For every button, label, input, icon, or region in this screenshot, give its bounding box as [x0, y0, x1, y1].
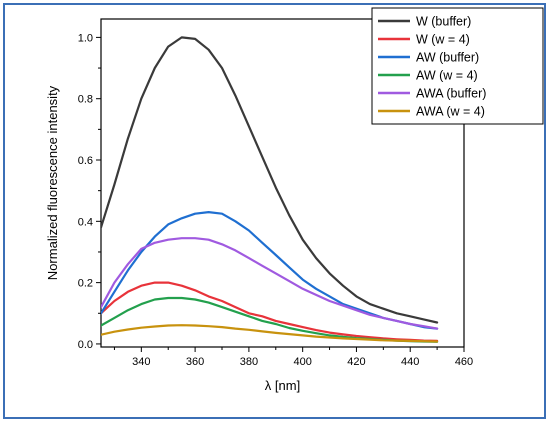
y-tick-label: 0.6	[78, 155, 93, 167]
legend-label: AWA (w = 4)	[416, 105, 485, 119]
plot-frame	[100, 18, 465, 348]
x-tick-label: 340	[132, 356, 150, 368]
series-line-1	[101, 36, 439, 324]
series-line-5	[101, 237, 439, 330]
x-tick-label: 440	[401, 356, 419, 368]
legend-label: AW (w = 4)	[416, 69, 478, 83]
series-layer	[101, 36, 439, 343]
x-axis-label: λ [nm]	[265, 378, 300, 393]
x-tick-label: 360	[186, 356, 204, 368]
y-tick-label: 0.0	[78, 339, 93, 351]
legend-label: AW (buffer)	[416, 51, 479, 65]
series-line-2	[101, 281, 439, 342]
y-tick-label: 1.0	[78, 32, 93, 44]
series-line-6	[101, 324, 439, 343]
y-axis-ticks: 0.0 0.2 0.4 0.6 0.8 1.0	[78, 32, 101, 351]
x-tick-label: 420	[347, 356, 365, 368]
plot-area-border	[100, 18, 465, 348]
y-tick-label: 0.8	[78, 94, 93, 106]
x-tick-label: 400	[293, 356, 311, 368]
y-axis-label: Normalized fluorescence intensity	[45, 85, 60, 280]
legend-label: AWA (buffer)	[416, 87, 486, 101]
legend-label: W (w = 4)	[416, 33, 470, 47]
x-tick-label: 380	[240, 356, 258, 368]
x-axis-ticks: 340 360 380 400 420 440 460	[113, 347, 473, 368]
legend-box	[371, 7, 544, 125]
legend: W (buffer) W (w = 4) AW (buffer) AW (w = 4)…	[371, 7, 544, 125]
x-tick-label: 460	[455, 356, 473, 368]
legend-label: W (buffer)	[416, 15, 471, 29]
y-tick-label: 0.4	[78, 216, 93, 228]
y-tick-label: 0.2	[78, 278, 93, 290]
